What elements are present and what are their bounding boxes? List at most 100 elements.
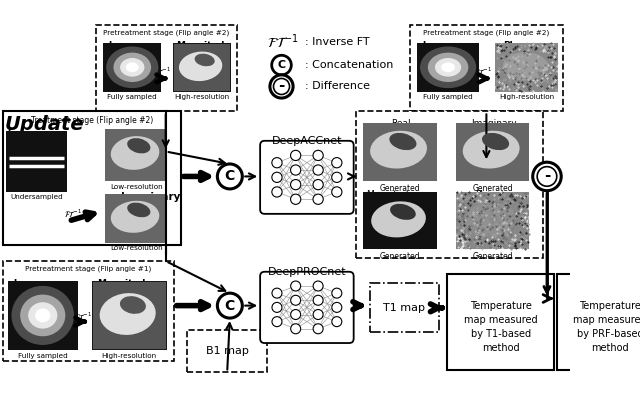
Ellipse shape	[126, 63, 139, 72]
Text: Imaginary: Imaginary	[121, 191, 180, 202]
Bar	[92, 281, 166, 350]
Text: $\mathcal{F}\mathcal{T}^{-1}$: $\mathcal{F}\mathcal{T}^{-1}$	[153, 66, 172, 79]
Circle shape	[291, 295, 301, 305]
Text: : Inverse FT: : Inverse FT	[305, 37, 369, 47]
Text: Fully sampled: Fully sampled	[107, 94, 157, 101]
Circle shape	[332, 317, 342, 327]
Text: Low-resolution: Low-resolution	[110, 245, 163, 251]
Circle shape	[272, 302, 282, 312]
Bar	[356, 111, 543, 258]
Bar	[364, 123, 436, 181]
Ellipse shape	[127, 202, 150, 217]
Bar	[105, 129, 168, 181]
Bar	[417, 43, 479, 92]
Text: k-space: k-space	[7, 129, 46, 138]
Ellipse shape	[420, 47, 476, 88]
Text: High-resolution: High-resolution	[175, 94, 230, 101]
Bar	[3, 111, 181, 245]
Ellipse shape	[428, 53, 468, 82]
Ellipse shape	[111, 136, 159, 170]
Bar	[364, 191, 436, 249]
Circle shape	[291, 165, 301, 175]
Text: $\mathcal{F}\mathcal{T}^{-1}$: $\mathcal{F}\mathcal{T}^{-1}$	[64, 208, 82, 220]
Text: Pretreatment stage (Flip angle #2): Pretreatment stage (Flip angle #2)	[423, 29, 550, 36]
Circle shape	[272, 187, 282, 197]
Bar	[187, 330, 268, 373]
Text: Temperature
map measured
by PRF-based
method: Temperature map measured by PRF-based me…	[573, 301, 640, 353]
Bar	[93, 281, 166, 349]
Ellipse shape	[482, 133, 509, 150]
Ellipse shape	[111, 201, 159, 233]
Ellipse shape	[100, 293, 156, 335]
Circle shape	[313, 150, 323, 160]
Ellipse shape	[35, 308, 51, 322]
Text: C: C	[278, 60, 285, 70]
Text: Generated: Generated	[380, 252, 420, 261]
Bar	[105, 194, 168, 243]
Ellipse shape	[463, 131, 520, 169]
Circle shape	[270, 75, 293, 98]
Circle shape	[272, 55, 291, 75]
Ellipse shape	[441, 63, 455, 72]
Text: k-space: k-space	[422, 41, 461, 50]
Text: Fully sampled: Fully sampled	[423, 94, 473, 101]
Bar	[495, 43, 557, 92]
Circle shape	[218, 164, 243, 189]
Ellipse shape	[20, 294, 65, 336]
Bar	[3, 261, 173, 361]
Circle shape	[272, 157, 282, 168]
Text: Real: Real	[391, 119, 411, 128]
Text: High-resolution: High-resolution	[102, 353, 157, 359]
Bar	[8, 281, 77, 350]
Text: Treatment stage (Flip angle #2): Treatment stage (Flip angle #2)	[31, 116, 153, 125]
Text: Real: Real	[122, 129, 147, 139]
Text: Update: Update	[4, 115, 84, 134]
Text: Temperature
map measured
by T1-based
method: Temperature map measured by T1-based met…	[464, 301, 538, 353]
Circle shape	[332, 288, 342, 298]
Text: Phase: Phase	[503, 41, 534, 50]
Bar	[370, 283, 439, 333]
Circle shape	[291, 194, 301, 204]
Bar	[557, 274, 640, 370]
Text: Pretreatment stage (Flip angle #1): Pretreatment stage (Flip angle #1)	[25, 265, 151, 272]
Bar	[456, 191, 529, 249]
Circle shape	[313, 310, 323, 319]
Bar	[96, 25, 237, 111]
Text: k-space: k-space	[13, 279, 52, 288]
Text: Low-resolution: Low-resolution	[110, 184, 163, 189]
Bar	[410, 25, 563, 111]
Text: Magnitude: Magnitude	[97, 279, 152, 288]
Circle shape	[332, 157, 342, 168]
Circle shape	[272, 317, 282, 327]
Bar	[173, 44, 230, 91]
Ellipse shape	[106, 47, 158, 88]
Bar	[456, 123, 529, 181]
Text: Generated: Generated	[472, 252, 513, 261]
Bar	[447, 274, 554, 370]
Ellipse shape	[195, 54, 214, 66]
Circle shape	[313, 165, 323, 175]
Circle shape	[291, 180, 301, 190]
Text: Magnitude: Magnitude	[366, 190, 414, 199]
Text: $\mathcal{F}\mathcal{T}^{-1}$: $\mathcal{F}\mathcal{T}^{-1}$	[268, 33, 299, 51]
Bar	[103, 43, 161, 92]
Ellipse shape	[390, 204, 416, 220]
Ellipse shape	[113, 53, 151, 82]
Ellipse shape	[503, 52, 548, 81]
Ellipse shape	[120, 58, 145, 76]
Circle shape	[332, 302, 342, 312]
Circle shape	[291, 310, 301, 319]
Circle shape	[313, 194, 323, 204]
Circle shape	[313, 324, 323, 334]
Text: DeepPROCnet: DeepPROCnet	[268, 267, 346, 277]
Text: $\mathcal{F}\mathcal{T}^{-1}$: $\mathcal{F}\mathcal{T}^{-1}$	[74, 310, 92, 323]
Text: k-space: k-space	[109, 41, 148, 50]
Bar	[6, 131, 67, 191]
Circle shape	[291, 324, 301, 334]
Circle shape	[272, 288, 282, 298]
Text: T1 map: T1 map	[383, 303, 426, 313]
Text: : Concatenation: : Concatenation	[305, 60, 393, 70]
Circle shape	[313, 295, 323, 305]
Text: Fully sampled: Fully sampled	[18, 353, 68, 359]
Text: Generated: Generated	[380, 184, 420, 193]
